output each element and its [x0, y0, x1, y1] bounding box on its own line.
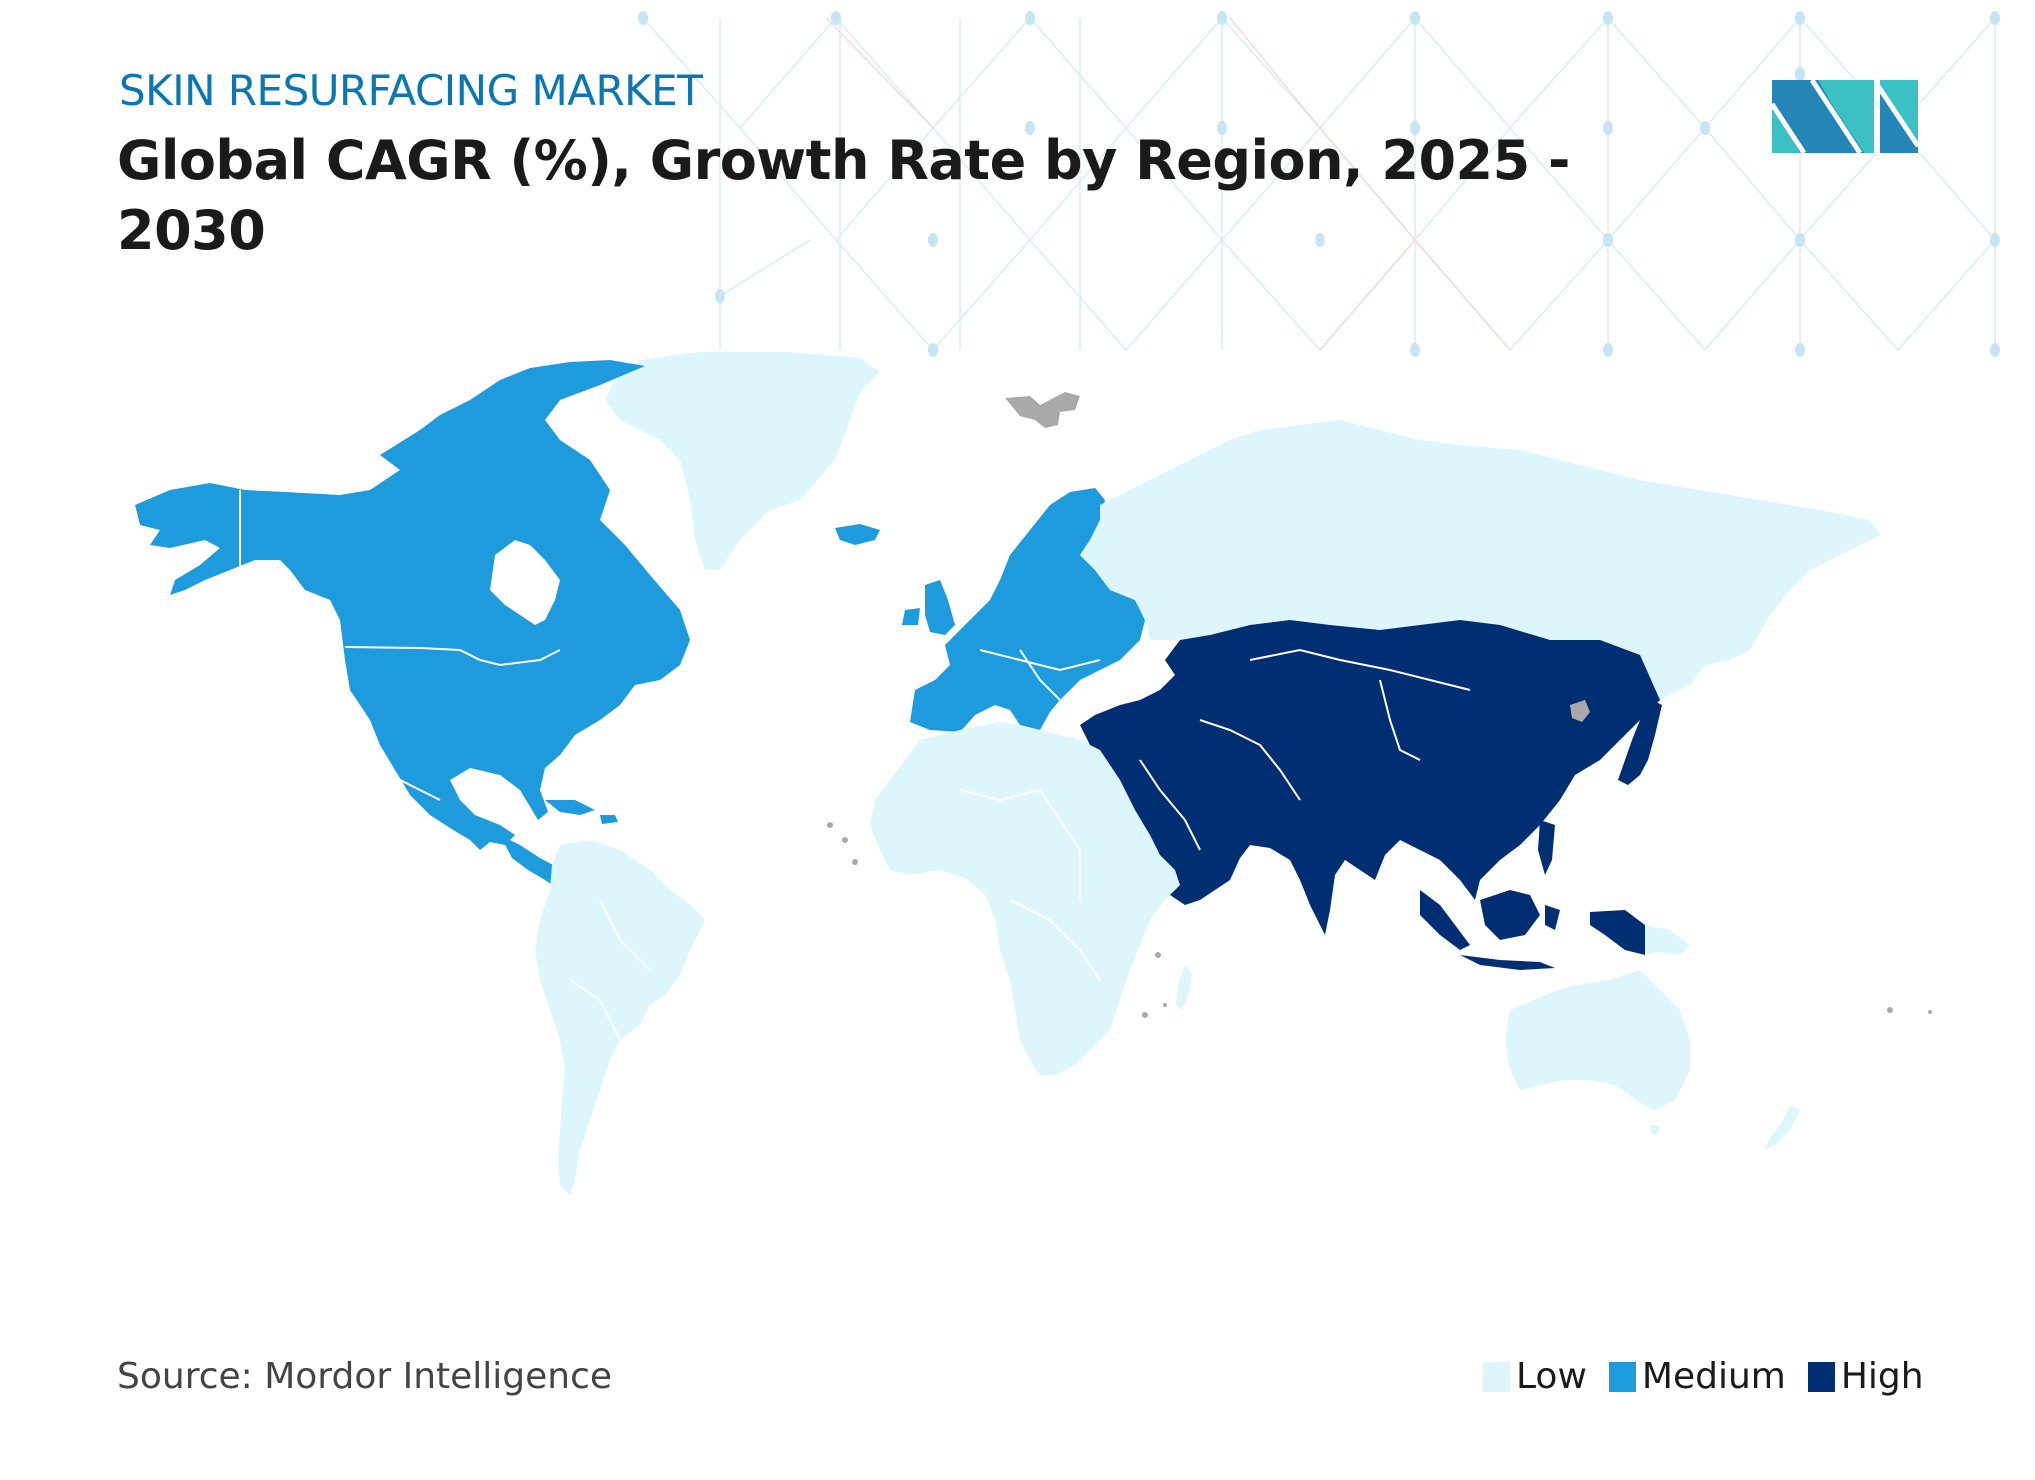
legend-item-low: Low	[1483, 1356, 1587, 1397]
legend-swatch-low-icon	[1483, 1361, 1510, 1392]
legend-item-medium: Medium	[1608, 1356, 1786, 1397]
legend-swatch-high-icon	[1807, 1361, 1835, 1392]
source-attribution: Source: Mordor Intelligence	[117, 1356, 613, 1397]
region-uk-ireland	[902, 580, 955, 635]
country-borders	[239, 490, 1471, 1041]
map-legend: Low Medium High	[1483, 1356, 1946, 1397]
region-asia-pacific-middle-east	[1080, 620, 1660, 935]
legend-label-low: Low	[1516, 1356, 1587, 1397]
region-svalbard	[1005, 392, 1080, 428]
region-caribbean	[545, 800, 618, 824]
report-subtitle: SKIN RESURFACING MARKET	[119, 66, 703, 115]
no-data-islands	[827, 822, 1932, 1018]
legend-label-medium: Medium	[1641, 1356, 1786, 1397]
region-north-korea	[1570, 700, 1590, 722]
region-africa	[870, 722, 1180, 1075]
mordor-intelligence-logo-icon	[1772, 80, 1918, 153]
legend-swatch-medium-icon	[1608, 1361, 1636, 1392]
region-australia	[1505, 970, 1690, 1110]
region-madagascar	[1176, 965, 1192, 1010]
region-north-america	[135, 360, 690, 850]
region-papua-new-guinea	[1645, 925, 1690, 955]
region-greenland	[605, 352, 880, 570]
chart-header: SKIN RESURFACING MARKET Global CAGR (%),…	[117, 70, 1637, 266]
region-russia	[1080, 420, 1880, 700]
chart-title: Global CAGR (%), Growth Rate by Region, …	[117, 129, 1570, 262]
background-network-pattern	[638, 11, 2000, 357]
hudson-bay	[490, 540, 560, 625]
region-new-zealand	[1765, 1105, 1800, 1150]
region-japan	[1618, 700, 1662, 785]
region-europe	[910, 488, 1145, 732]
legend-item-high: High	[1807, 1356, 1924, 1397]
region-south-america	[535, 840, 705, 1195]
region-iceland	[835, 524, 880, 545]
region-tasmania	[1650, 1125, 1660, 1135]
legend-label-high: High	[1840, 1356, 1924, 1397]
